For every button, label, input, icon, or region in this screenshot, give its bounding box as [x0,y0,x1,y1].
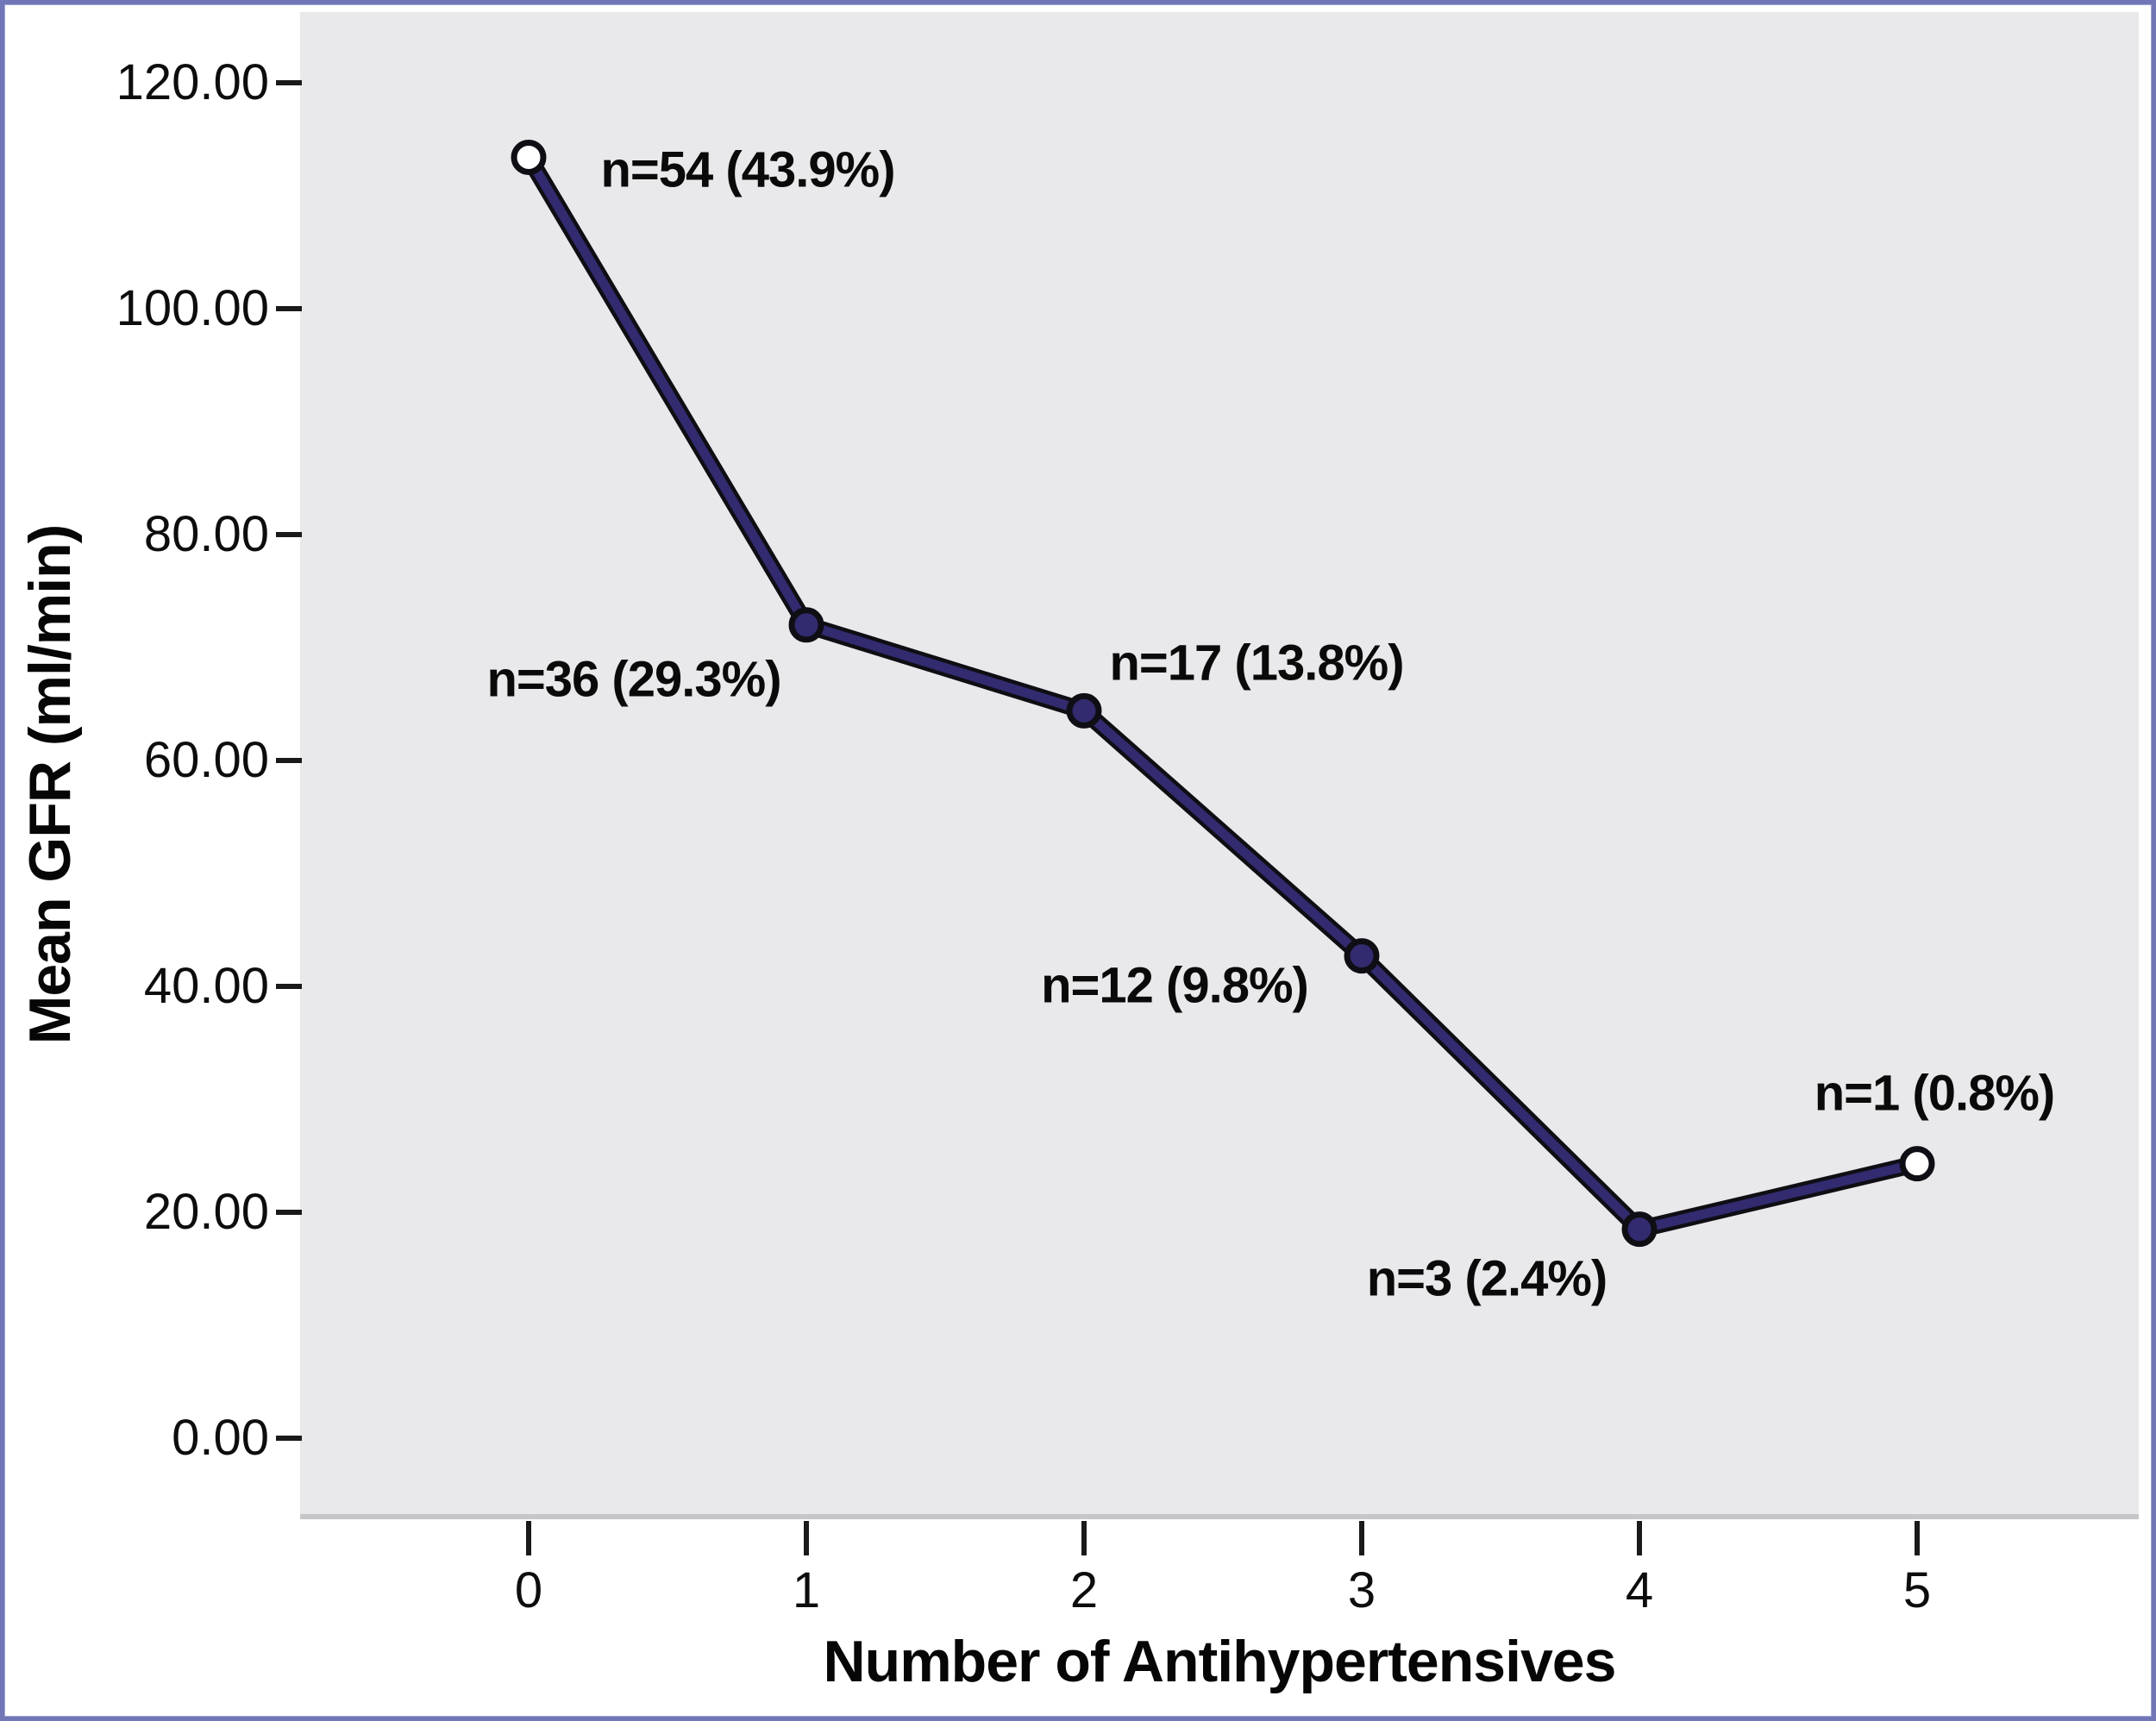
x-tick-label: 3 [1347,1562,1376,1618]
data-point-marker [788,607,824,643]
data-point-marker [511,139,547,175]
y-tick-mark [276,1210,302,1215]
y-tick-mark [276,532,302,537]
y-tick-label: 80.00 [143,506,269,562]
point-annotation: n=17 (13.8%) [1109,635,1404,692]
y-tick-mark [276,984,302,989]
x-tick-label: 5 [1902,1562,1932,1618]
point-annotation: n=12 (9.8%) [1041,957,1309,1014]
x-tick-mark [1637,1521,1642,1555]
y-tick-label: 120.00 [116,54,269,110]
x-tick-label: 4 [1625,1562,1654,1618]
x-tick-label: 0 [514,1562,543,1618]
x-axis-title: Number of Antihypertensives [823,1629,1617,1694]
x-tick-mark [804,1521,809,1555]
y-tick-mark [276,80,302,85]
data-point-marker [1621,1211,1658,1248]
y-tick-label: 20.00 [143,1184,269,1240]
y-tick-mark [276,306,302,311]
y-tick-label: 60.00 [143,732,269,788]
x-tick-mark [1081,1521,1087,1555]
point-annotation: n=3 (2.4%) [1366,1250,1608,1307]
plot-area [300,12,2139,1519]
y-tick-label: 0.00 [172,1410,269,1466]
data-point-marker [1066,692,1102,729]
x-tick-label: 2 [1069,1562,1099,1618]
y-tick-mark [276,1436,302,1441]
point-annotation: n=1 (0.8%) [1814,1065,2055,1122]
series-line [523,152,1922,1235]
point-annotation: n=54 (43.9%) [600,141,895,198]
point-annotation: n=36 (29.3%) [486,651,781,708]
data-point-marker [1899,1146,1935,1182]
x-tick-mark [526,1521,531,1555]
y-tick-mark [276,758,302,763]
x-tick-mark [1915,1521,1920,1555]
y-tick-label: 100.00 [116,280,269,336]
y-tick-label: 40.00 [143,958,269,1014]
data-point-marker [1344,938,1380,974]
x-tick-mark [1359,1521,1364,1555]
x-tick-label: 1 [792,1562,821,1618]
